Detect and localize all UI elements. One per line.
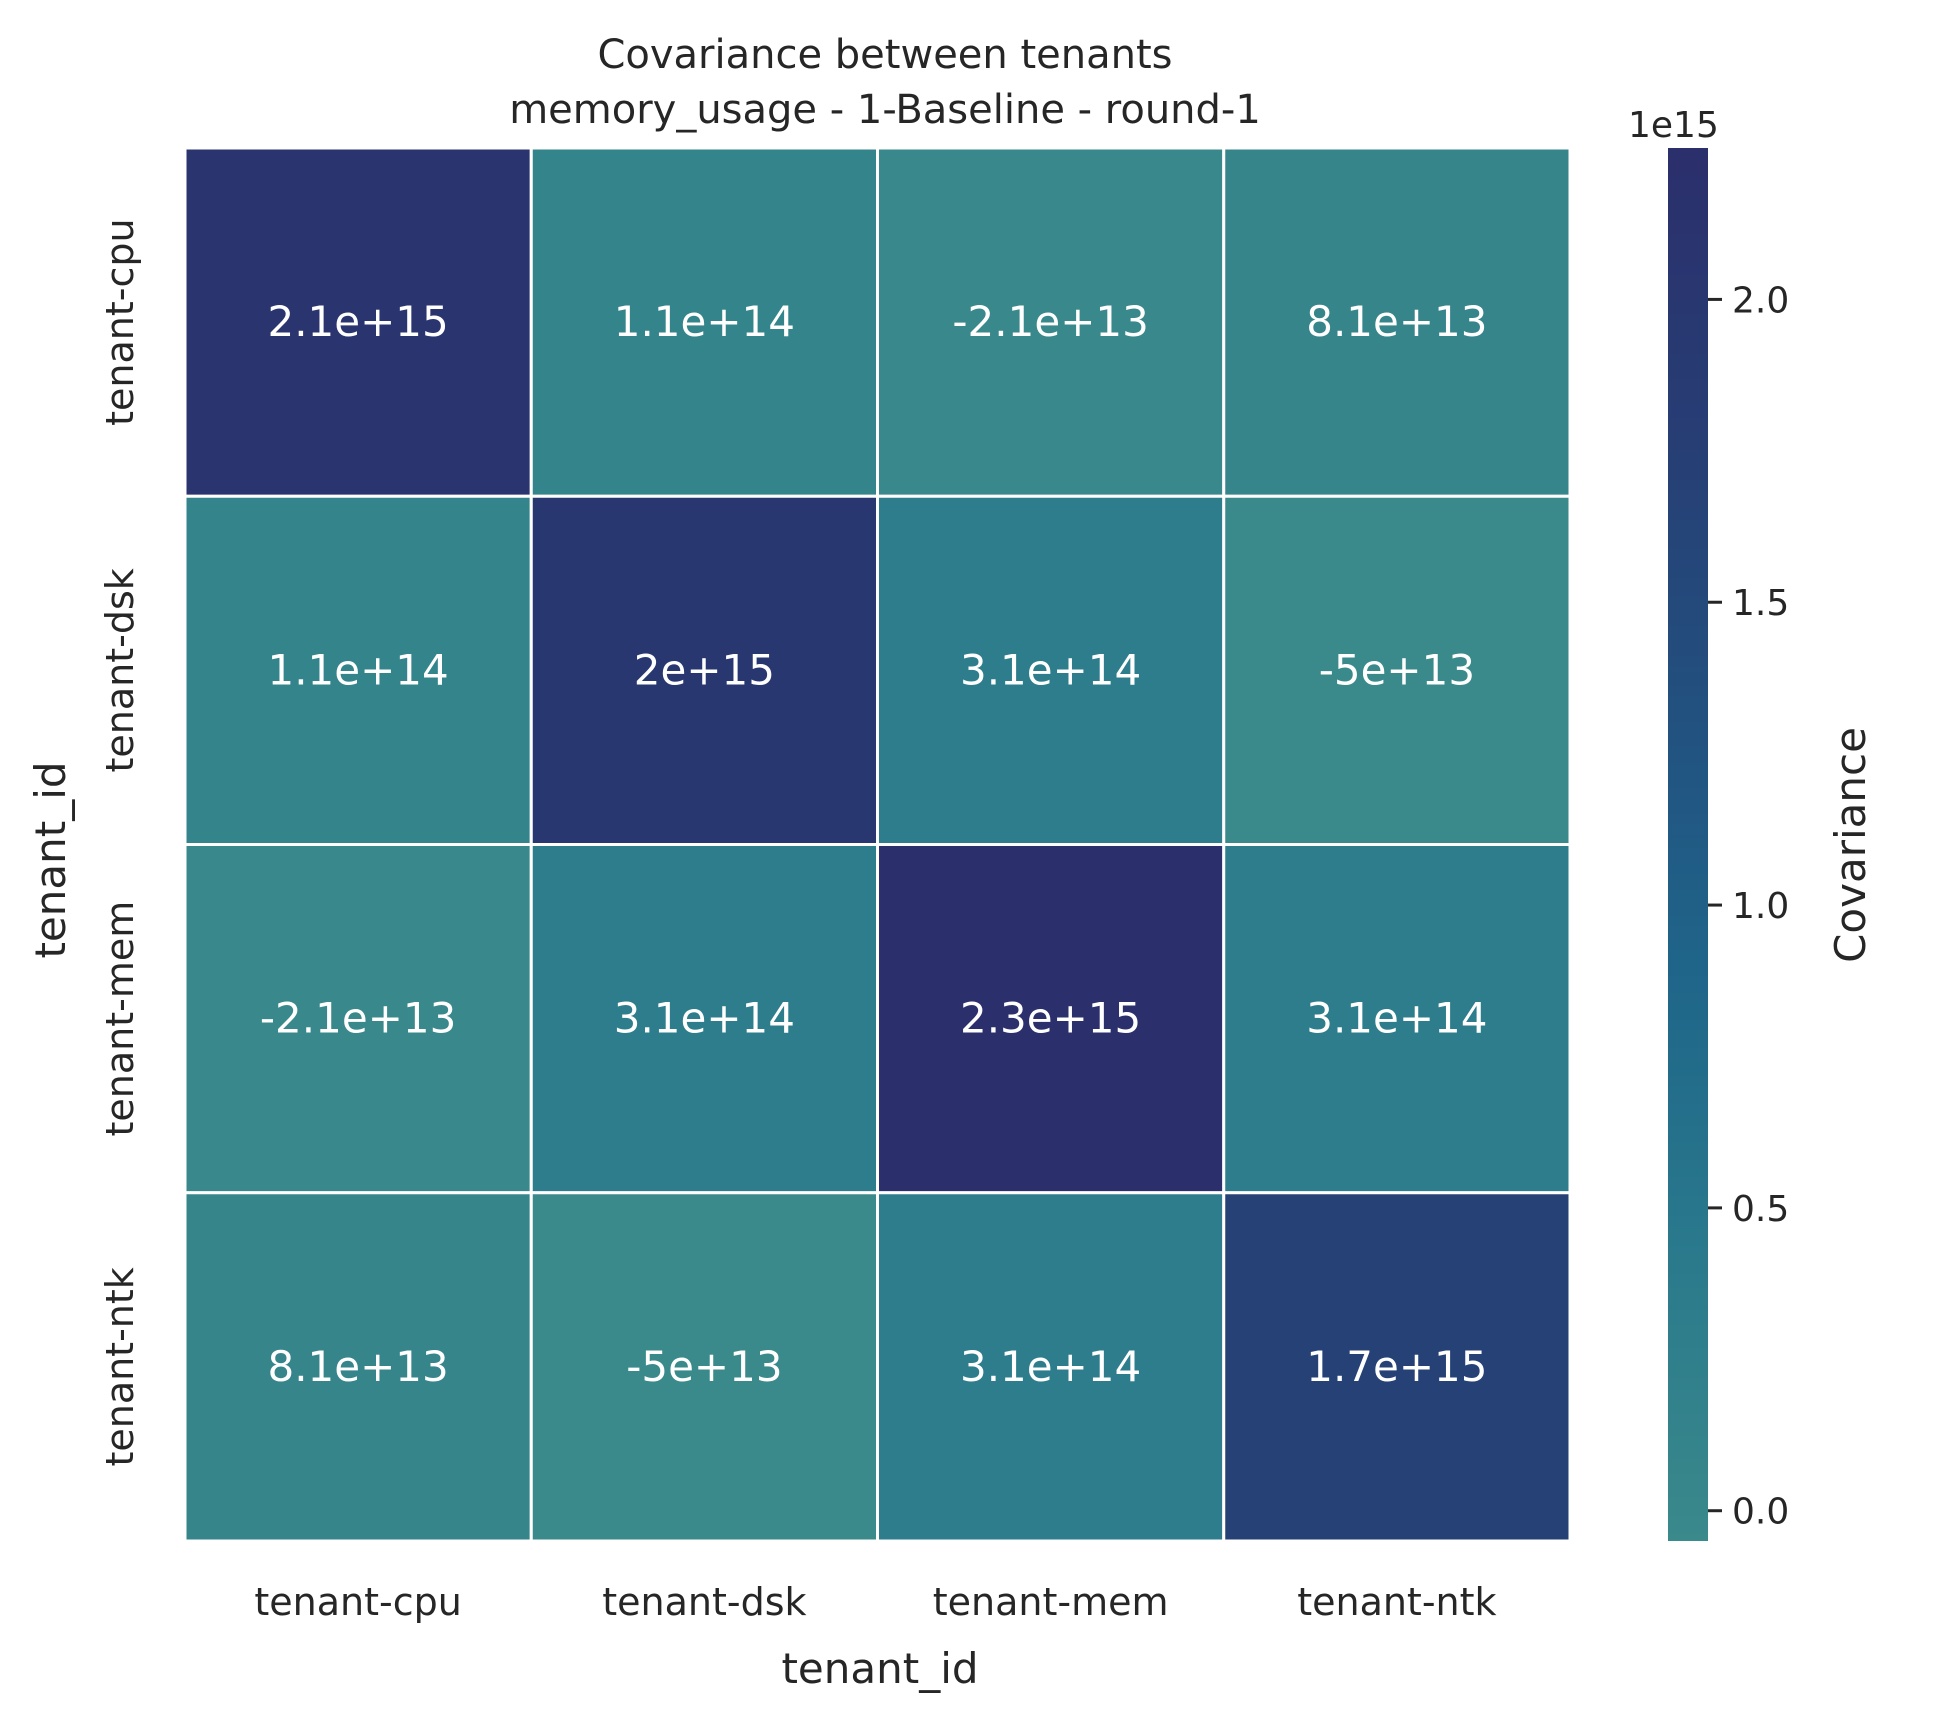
cell-annotation: 1.7e+15 (1306, 1342, 1487, 1391)
heatmap-cell-tenant-dsk-tenant-cpu (183, 494, 533, 846)
cell-annotation: -5e+13 (626, 1342, 782, 1391)
cell-annotation: -2.1e+13 (260, 994, 456, 1043)
colorbar (1668, 148, 1708, 1541)
heatmap-cell-tenant-ntk-tenant-mem (876, 1191, 1226, 1543)
y-axis-label: tenant_id (26, 761, 75, 958)
cell-annotation: 2.1e+15 (267, 297, 448, 346)
cell-annotation: 3.1e+14 (614, 994, 795, 1043)
y-tick-label-tenant-ntk: tenant-ntk (98, 1267, 142, 1466)
cell-annotation: 3.1e+14 (960, 1342, 1141, 1391)
colorbar-tick-label: 1.0 (1732, 886, 1789, 927)
heatmap-cell-tenant-ntk-tenant-dsk (529, 1191, 879, 1543)
heatmap-cell-tenant-cpu-tenant-ntk (1222, 146, 1572, 498)
colorbar-tick-label: 1.5 (1732, 583, 1789, 624)
colorbar-tick-label: 2.0 (1732, 280, 1789, 321)
chart-title-line-2: memory_usage - 1-Baseline - round-1 (509, 87, 1261, 133)
cell-annotation: 8.1e+13 (267, 1342, 448, 1391)
heatmap-cell-tenant-ntk-tenant-cpu (183, 1191, 533, 1543)
heatmap-cells: 2.1e+15 1.1e+14 -2.1e+13 8.1e+13 1.1e+14 2e+1… (183, 146, 1572, 1543)
x-tick-label-tenant-mem: tenant-mem (933, 1580, 1169, 1624)
heatmap-cell-tenant-dsk-tenant-dsk (529, 494, 879, 846)
cell-annotation: 3.1e+14 (960, 645, 1141, 694)
colorbar-exponent-label: 1e15 (1628, 105, 1719, 146)
x-axis-label: tenant_id (781, 1644, 978, 1693)
heatmap-cell-tenant-dsk-tenant-ntk (1222, 494, 1572, 846)
cell-annotation: 1.1e+14 (267, 645, 448, 694)
colorbar-ticks: 0.0 0.5 1.0 1.5 2.0 (1708, 280, 1789, 1533)
cell-annotation: 2.3e+15 (960, 994, 1141, 1043)
x-tick-label-tenant-cpu: tenant-cpu (254, 1580, 461, 1624)
y-tick-label-tenant-cpu: tenant-cpu (98, 218, 142, 425)
y-tick-label-tenant-dsk: tenant-dsk (98, 568, 142, 772)
heatmap-cell-tenant-mem-tenant-dsk (529, 843, 879, 1195)
colorbar-tick-label: 0.5 (1732, 1189, 1789, 1230)
heatmap-cell-tenant-mem-tenant-ntk (1222, 843, 1572, 1195)
x-tick-label-tenant-dsk: tenant-dsk (602, 1580, 806, 1624)
heatmap-cell-tenant-cpu-tenant-dsk (529, 146, 879, 498)
cell-annotation: 2e+15 (634, 645, 775, 694)
y-tick-labels: tenant-cpu tenant-dsk tenant-mem tenant-ntk (98, 218, 142, 1466)
x-tick-label-tenant-ntk: tenant-ntk (1297, 1580, 1496, 1624)
heatmap-cell-tenant-cpu-tenant-mem (876, 146, 1226, 498)
cell-annotation: 8.1e+13 (1306, 297, 1487, 346)
colorbar-tick-label: 0.0 (1732, 1492, 1789, 1533)
colorbar-label: Covariance (1826, 727, 1875, 963)
cell-annotation: 1.1e+14 (614, 297, 795, 346)
cell-annotation: -2.1e+13 (952, 297, 1148, 346)
heatmap-cell-tenant-cpu-tenant-cpu (183, 146, 533, 498)
cell-annotation: 3.1e+14 (1306, 994, 1487, 1043)
y-tick-label-tenant-mem: tenant-mem (98, 901, 142, 1137)
chart-title-line-1: Covariance between tenants (597, 32, 1172, 78)
x-tick-labels: tenant-cpu tenant-dsk tenant-mem tenant-ntk (254, 1580, 1496, 1624)
cell-annotation: -5e+13 (1319, 645, 1475, 694)
heatmap-cell-tenant-ntk-tenant-ntk (1222, 1191, 1572, 1543)
